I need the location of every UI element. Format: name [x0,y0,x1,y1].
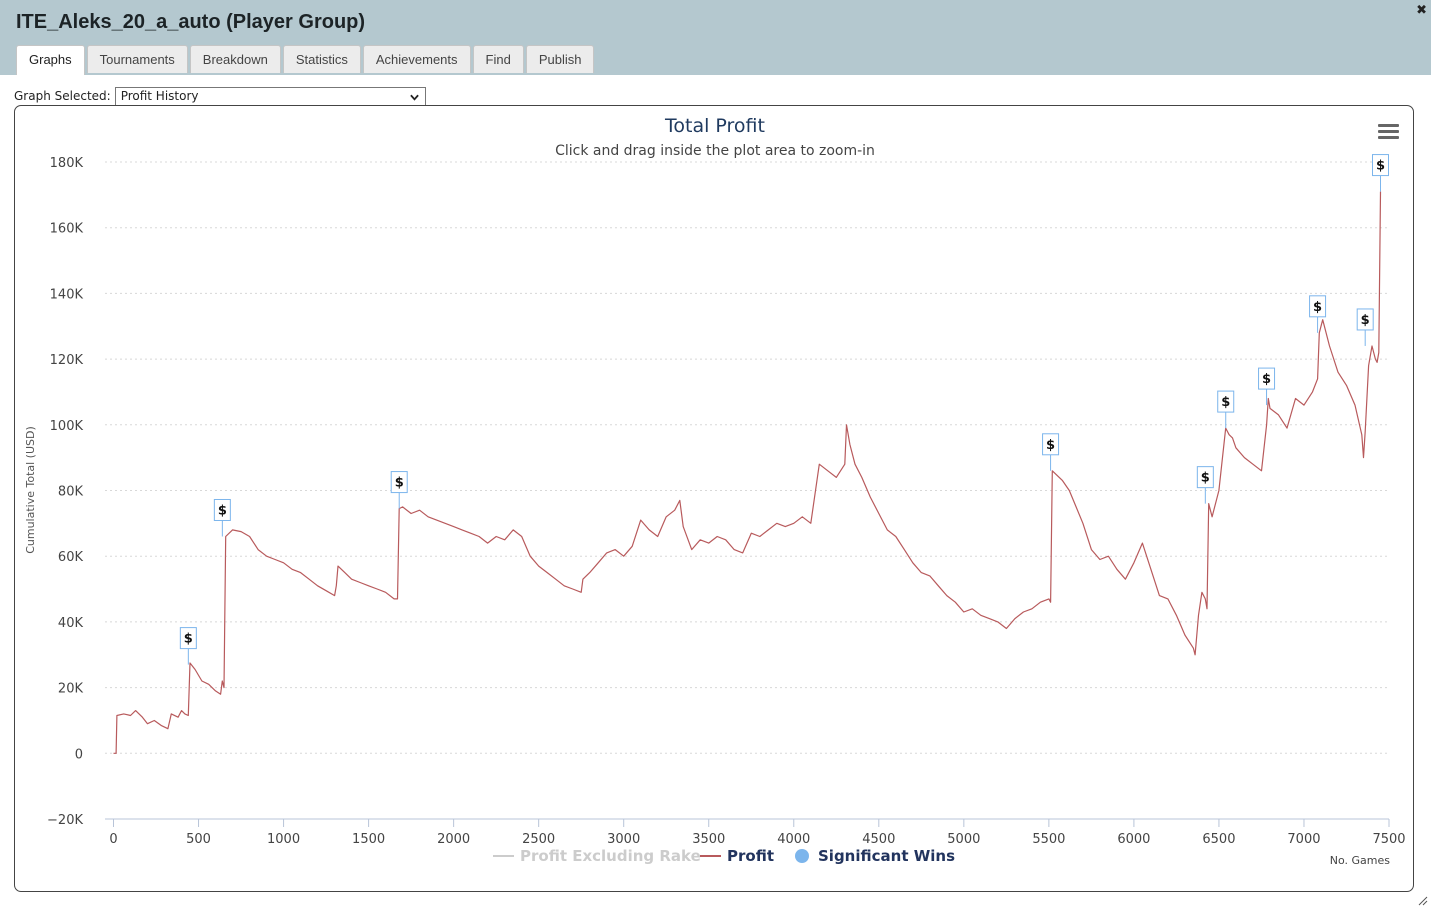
legend-profit[interactable]: Profit [727,847,774,865]
x-tick-label: 4500 [862,832,895,847]
x-tick-label: 3000 [607,832,640,847]
x-tick-label: 7000 [1287,832,1320,847]
resize-grip-icon[interactable] [1418,896,1428,906]
tab-find[interactable]: Find [472,45,524,73]
chart-subtitle: Click and drag inside the plot area to z… [555,143,875,159]
significant-win-flag [1356,308,1374,331]
y-tick-label: 0 [75,747,83,762]
x-tick-label: 0 [109,832,117,847]
significant-win-flag [1217,390,1235,413]
x-tick-label: 2500 [522,832,555,847]
y-tick-label: 160K [50,222,84,237]
flag-label: $ [1221,395,1230,410]
y-tick-label: 120K [50,353,84,368]
graph-selected-label: Graph Selected: [14,89,111,103]
y-tick-label: 80K [58,485,84,500]
y-tick-label: 100K [50,419,84,434]
tab-achievements[interactable]: Achievements [362,45,471,73]
flag-label: $ [1313,300,1322,315]
chart-menu-icon[interactable] [1378,124,1399,142]
profit-series-line [113,191,1382,754]
window-titlebar: ITE_Aleks_20_a_auto (Player Group) ✖ Gra… [0,0,1431,75]
significant-win-flag [179,627,197,650]
x-tick-label: 3500 [692,832,725,847]
flag-label: $ [1361,313,1370,328]
chevron-down-icon [409,94,419,101]
significant-win-flag [1196,466,1214,489]
significant-win-flag [1258,367,1276,390]
x-tick-label: 5500 [1032,832,1065,847]
tab-tournaments[interactable]: Tournaments [86,45,188,73]
chart-container [14,105,1414,892]
chart-title: Total Profit [664,115,765,137]
significant-win-flag [1371,154,1389,177]
legend-excluding-rake[interactable]: Profit Excluding Rake [520,847,701,865]
y-tick-label: 60K [58,550,84,565]
y-tick-label: 20K [58,682,84,697]
flag-label: $ [1201,471,1210,486]
x-tick-label: 500 [186,832,211,847]
tab-publish[interactable]: Publish [525,45,595,73]
x-axis-title: No. Games [1330,854,1391,867]
graph-select-value: Profit History [120,88,199,103]
graph-selector-row: Graph Selected: Profit History [14,86,426,106]
graph-select-dropdown[interactable]: Profit History [114,86,426,106]
legend-significant-wins[interactable]: Significant Wins [818,847,955,865]
x-tick-label: 1000 [267,832,300,847]
tab-statistics[interactable]: Statistics [282,45,361,73]
significant-win-flag [1309,295,1327,318]
flag-label: $ [1262,372,1271,387]
x-tick-label: 4000 [777,832,810,847]
x-tick-label: 2000 [437,832,470,847]
significant-win-flag [390,471,408,494]
y-tick-label: 140K [50,287,84,302]
flag-label: $ [184,632,193,647]
x-tick-label: 6500 [1202,832,1235,847]
tab-bar: Graphs Tournaments Breakdown Statistics Achi… [16,45,596,75]
y-axis-title: Cumulative Total (USD) [24,426,37,554]
y-tick-label: 40K [58,616,84,631]
significant-win-flag [213,498,231,521]
flag-label: $ [1376,159,1385,174]
significant-win-flag [1042,433,1060,456]
y-tick-label: −20K [47,813,83,828]
tab-breakdown[interactable]: Breakdown [189,45,281,73]
close-icon[interactable]: ✖ [1416,3,1427,18]
legend-symbol-significant-wins [795,849,809,863]
x-tick-label: 6000 [1117,832,1150,847]
flag-label: $ [395,476,404,491]
x-tick-label: 1500 [352,832,385,847]
tab-graphs[interactable]: Graphs [16,45,85,75]
x-tick-label: 5000 [947,832,980,847]
flag-label: $ [1046,438,1055,453]
y-tick-label: 180K [50,156,84,171]
window-title: ITE_Aleks_20_a_auto (Player Group) [16,11,366,33]
flag-label: $ [218,503,227,518]
x-tick-label: 7500 [1372,832,1405,847]
